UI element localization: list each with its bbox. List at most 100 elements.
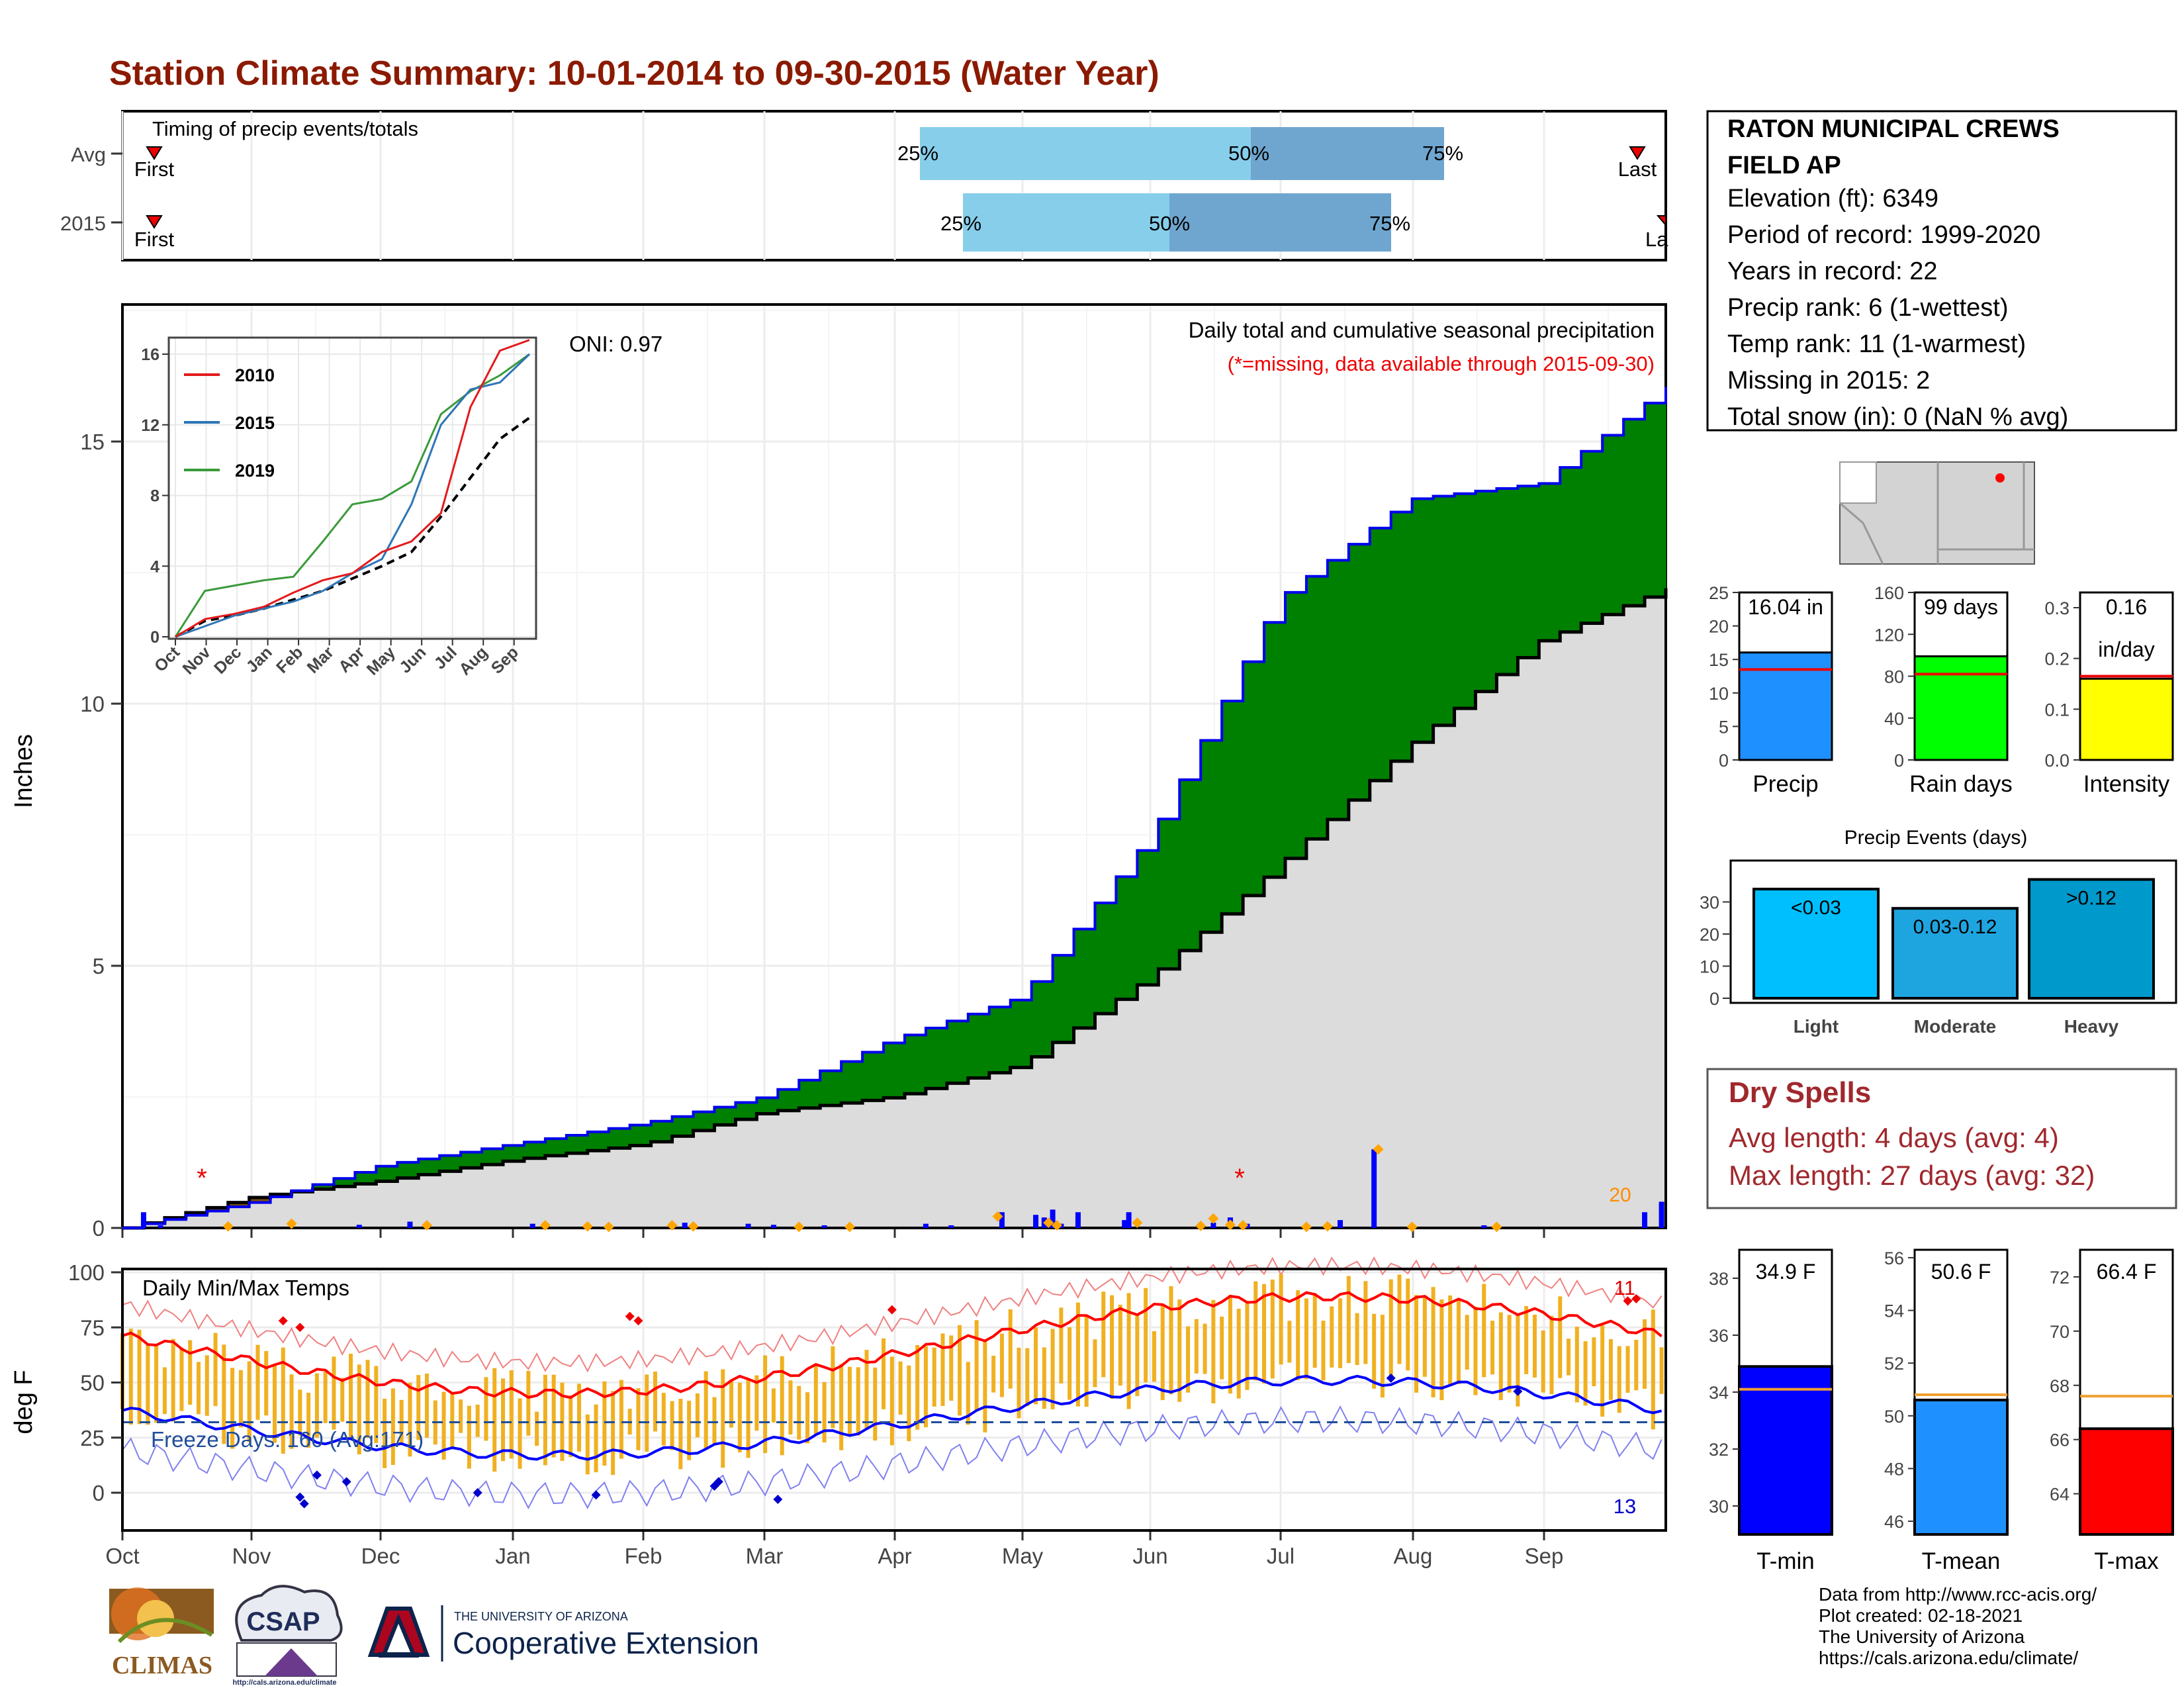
- daily-avg-marker: [1051, 1220, 1062, 1231]
- summary-value: 99 days: [1924, 595, 1998, 619]
- temp-range-bar: [1338, 1298, 1343, 1368]
- temp-range-bar: [1270, 1279, 1275, 1379]
- summary-ytick: 25: [1709, 583, 1729, 603]
- daily-precip-bar: [356, 1225, 362, 1228]
- month-axis: Oct Nov Dec Jan Feb Mar Apr May Jun Jul Aug Sep: [105, 1544, 1563, 1568]
- temp-range-bar: [1177, 1299, 1182, 1402]
- station-line-5: Missing in 2015: 2: [1727, 367, 1930, 395]
- event-name: Moderate: [1914, 1016, 1996, 1037]
- record-high-marker: [887, 1305, 897, 1315]
- temp-range-bar: [332, 1356, 336, 1430]
- temp-summary-ytick: 68: [2050, 1376, 2070, 1396]
- temp-summary-ytick: 54: [1884, 1301, 1904, 1321]
- record-high-marker: [625, 1311, 635, 1321]
- temp-range-bar: [1634, 1339, 1639, 1391]
- event-bar-label: <0.03: [1791, 897, 1841, 919]
- missing-marker-1: *: [197, 1164, 207, 1193]
- dry-spells-box: Dry Spells Avg length: 4 days (avg: 4) M…: [1706, 1068, 2177, 1209]
- temp-ytick: 0: [93, 1481, 105, 1505]
- ua-logo: THE UNIVERSITY OF ARIZONA Cooperative Ex…: [367, 1605, 759, 1662]
- departure-segment: [714, 1107, 737, 1125]
- daily-precip-bar: [1371, 1149, 1377, 1228]
- departure-segment: [862, 1052, 884, 1101]
- temp-range-bar: [543, 1374, 547, 1466]
- y2015-last-marker: [1656, 215, 1666, 227]
- summary-bars: 16.04 in Precip 0 5 10 15 20 25 99 days Rain days…: [1709, 583, 2174, 797]
- footer-line-3: https://cals.arizona.edu/climate/: [1819, 1648, 2078, 1668]
- temp-range-bar: [230, 1368, 235, 1449]
- temp-range-bar: [357, 1364, 361, 1455]
- legend-2010: 2010: [235, 365, 275, 385]
- y2015-first-label: First: [134, 228, 175, 251]
- temp-summary-ytick: 50: [1884, 1407, 1904, 1427]
- temp-range-bar: [459, 1399, 463, 1433]
- temp-range-bar: [619, 1380, 623, 1459]
- temp-range-bar: [137, 1329, 142, 1425]
- avg-cumulative-area: [122, 588, 1666, 1228]
- temp-range-bar: [1558, 1296, 1563, 1378]
- daily-precip-bar: [407, 1221, 413, 1228]
- temp-range-bar: [602, 1381, 607, 1466]
- departure-segment: [946, 1021, 969, 1084]
- inset-avg-line: [175, 416, 531, 638]
- temp-range-bar: [1532, 1315, 1537, 1378]
- daily-precip-bar: [529, 1223, 535, 1228]
- temp-range-bar: [484, 1377, 488, 1441]
- departure-segment: [672, 1116, 694, 1137]
- summary-ytick: 0: [1894, 751, 1904, 771]
- departure-segment: [418, 1158, 440, 1175]
- temp-range-bar: [1296, 1290, 1300, 1380]
- temp-range-bar: [1152, 1331, 1156, 1382]
- daily-precip-bar: [682, 1223, 688, 1228]
- departure-segment: [376, 1166, 398, 1182]
- temp-range-bar: [509, 1370, 514, 1459]
- summary-value-unit: in/day: [2098, 637, 2154, 661]
- departure-segment: [1433, 496, 1455, 726]
- temp-range-bar: [1034, 1327, 1038, 1405]
- station-info-box: RATON MUNICIPAL CREWS FIELD AP Elevation…: [1706, 110, 2177, 432]
- temp-range-bar: [1406, 1278, 1410, 1371]
- temp-range-bar: [1228, 1295, 1232, 1394]
- temp-range-bar: [1203, 1323, 1207, 1374]
- month-label: Jul: [1267, 1544, 1295, 1568]
- temp-range-bar: [847, 1366, 852, 1436]
- temp-range-bar: [737, 1382, 742, 1453]
- legend-2019: 2019: [235, 461, 275, 481]
- temp-range-bar: [1084, 1316, 1089, 1407]
- departure-segment: [1306, 576, 1328, 839]
- temp-range-bar: [1625, 1346, 1630, 1393]
- temp-range-bar: [1397, 1274, 1402, 1364]
- temp-range-bar: [1448, 1295, 1453, 1385]
- departure-segment: [1095, 902, 1117, 1014]
- temp-range-bar: [179, 1348, 184, 1411]
- daily-avg-marker: [1132, 1217, 1143, 1229]
- daily-precip-bar: [140, 1212, 146, 1228]
- temp-range-bar: [695, 1393, 700, 1438]
- temp-range-bar: [425, 1373, 430, 1438]
- temp-range-bar: [441, 1391, 446, 1460]
- departure-segment: [1201, 740, 1222, 933]
- daily-avg-marker: [844, 1221, 855, 1233]
- inset-ytick: 4: [150, 557, 159, 576]
- footer-line-2: The University of Arizona: [1819, 1626, 2025, 1647]
- temp-summary-ytick: 38: [1709, 1269, 1729, 1289]
- month-label: May: [1002, 1544, 1044, 1568]
- temp-range-bar: [1110, 1295, 1115, 1399]
- temp-ytick: 75: [80, 1315, 105, 1340]
- temp-range-bar: [518, 1398, 522, 1469]
- temp-range-bar: [1608, 1338, 1613, 1400]
- daily-precip-bar: [999, 1212, 1005, 1228]
- dry-spells-avg: Avg length: 4 days (avg: 4): [1729, 1122, 2059, 1153]
- inset-legend: 2010 2015 2019: [184, 365, 275, 481]
- timing-row-avg: Avg: [71, 143, 106, 166]
- temp-range-bar: [1372, 1313, 1377, 1389]
- departure-segment: [1179, 779, 1201, 951]
- month-label: Dec: [361, 1544, 400, 1568]
- temp-range-bar: [831, 1346, 835, 1429]
- daily-precip-bar: [1050, 1209, 1056, 1228]
- departure-segment: [1454, 493, 1477, 709]
- temp-range-bar: [940, 1333, 945, 1406]
- temp-range-bar: [535, 1411, 539, 1446]
- event-ytick: 10: [1700, 957, 1719, 977]
- temp-range-bar: [238, 1370, 243, 1428]
